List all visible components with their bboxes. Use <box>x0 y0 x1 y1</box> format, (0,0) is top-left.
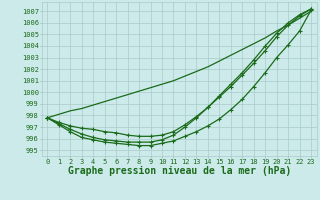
X-axis label: Graphe pression niveau de la mer (hPa): Graphe pression niveau de la mer (hPa) <box>68 166 291 176</box>
